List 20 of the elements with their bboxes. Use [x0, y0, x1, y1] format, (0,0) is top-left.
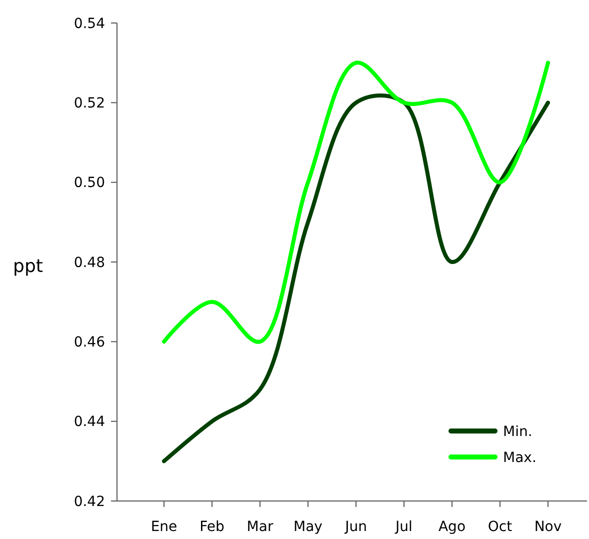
y-tick-label: 0.48 [74, 254, 105, 271]
x-tick-label: May [294, 519, 322, 535]
x-tick-label: Feb [200, 519, 224, 535]
x-tick-label: Ene [150, 519, 178, 535]
y-axis-title: ppt [13, 256, 43, 277]
x-tick-label: Jul [394, 519, 412, 535]
x-tick-label: Nov [534, 519, 562, 535]
x-tick-label: Ago [438, 519, 466, 535]
y-tick-label: 0.54 [74, 16, 106, 32]
x-tick-label: Mar [246, 519, 274, 535]
y-tick-label: 0.42 [74, 494, 105, 510]
legend-label: Max. [503, 450, 536, 466]
y-tick-label: 0.50 [74, 175, 105, 192]
y-tick-label: 0.44 [74, 414, 106, 430]
x-tick-label: Jun [344, 519, 367, 535]
line-series [162, 60, 550, 344]
y-tick-label: 0.46 [74, 334, 106, 351]
legend-label: Min. [503, 424, 532, 440]
x-tick-label: Oct [488, 519, 513, 535]
y-tick-label: 0.52 [74, 96, 105, 112]
